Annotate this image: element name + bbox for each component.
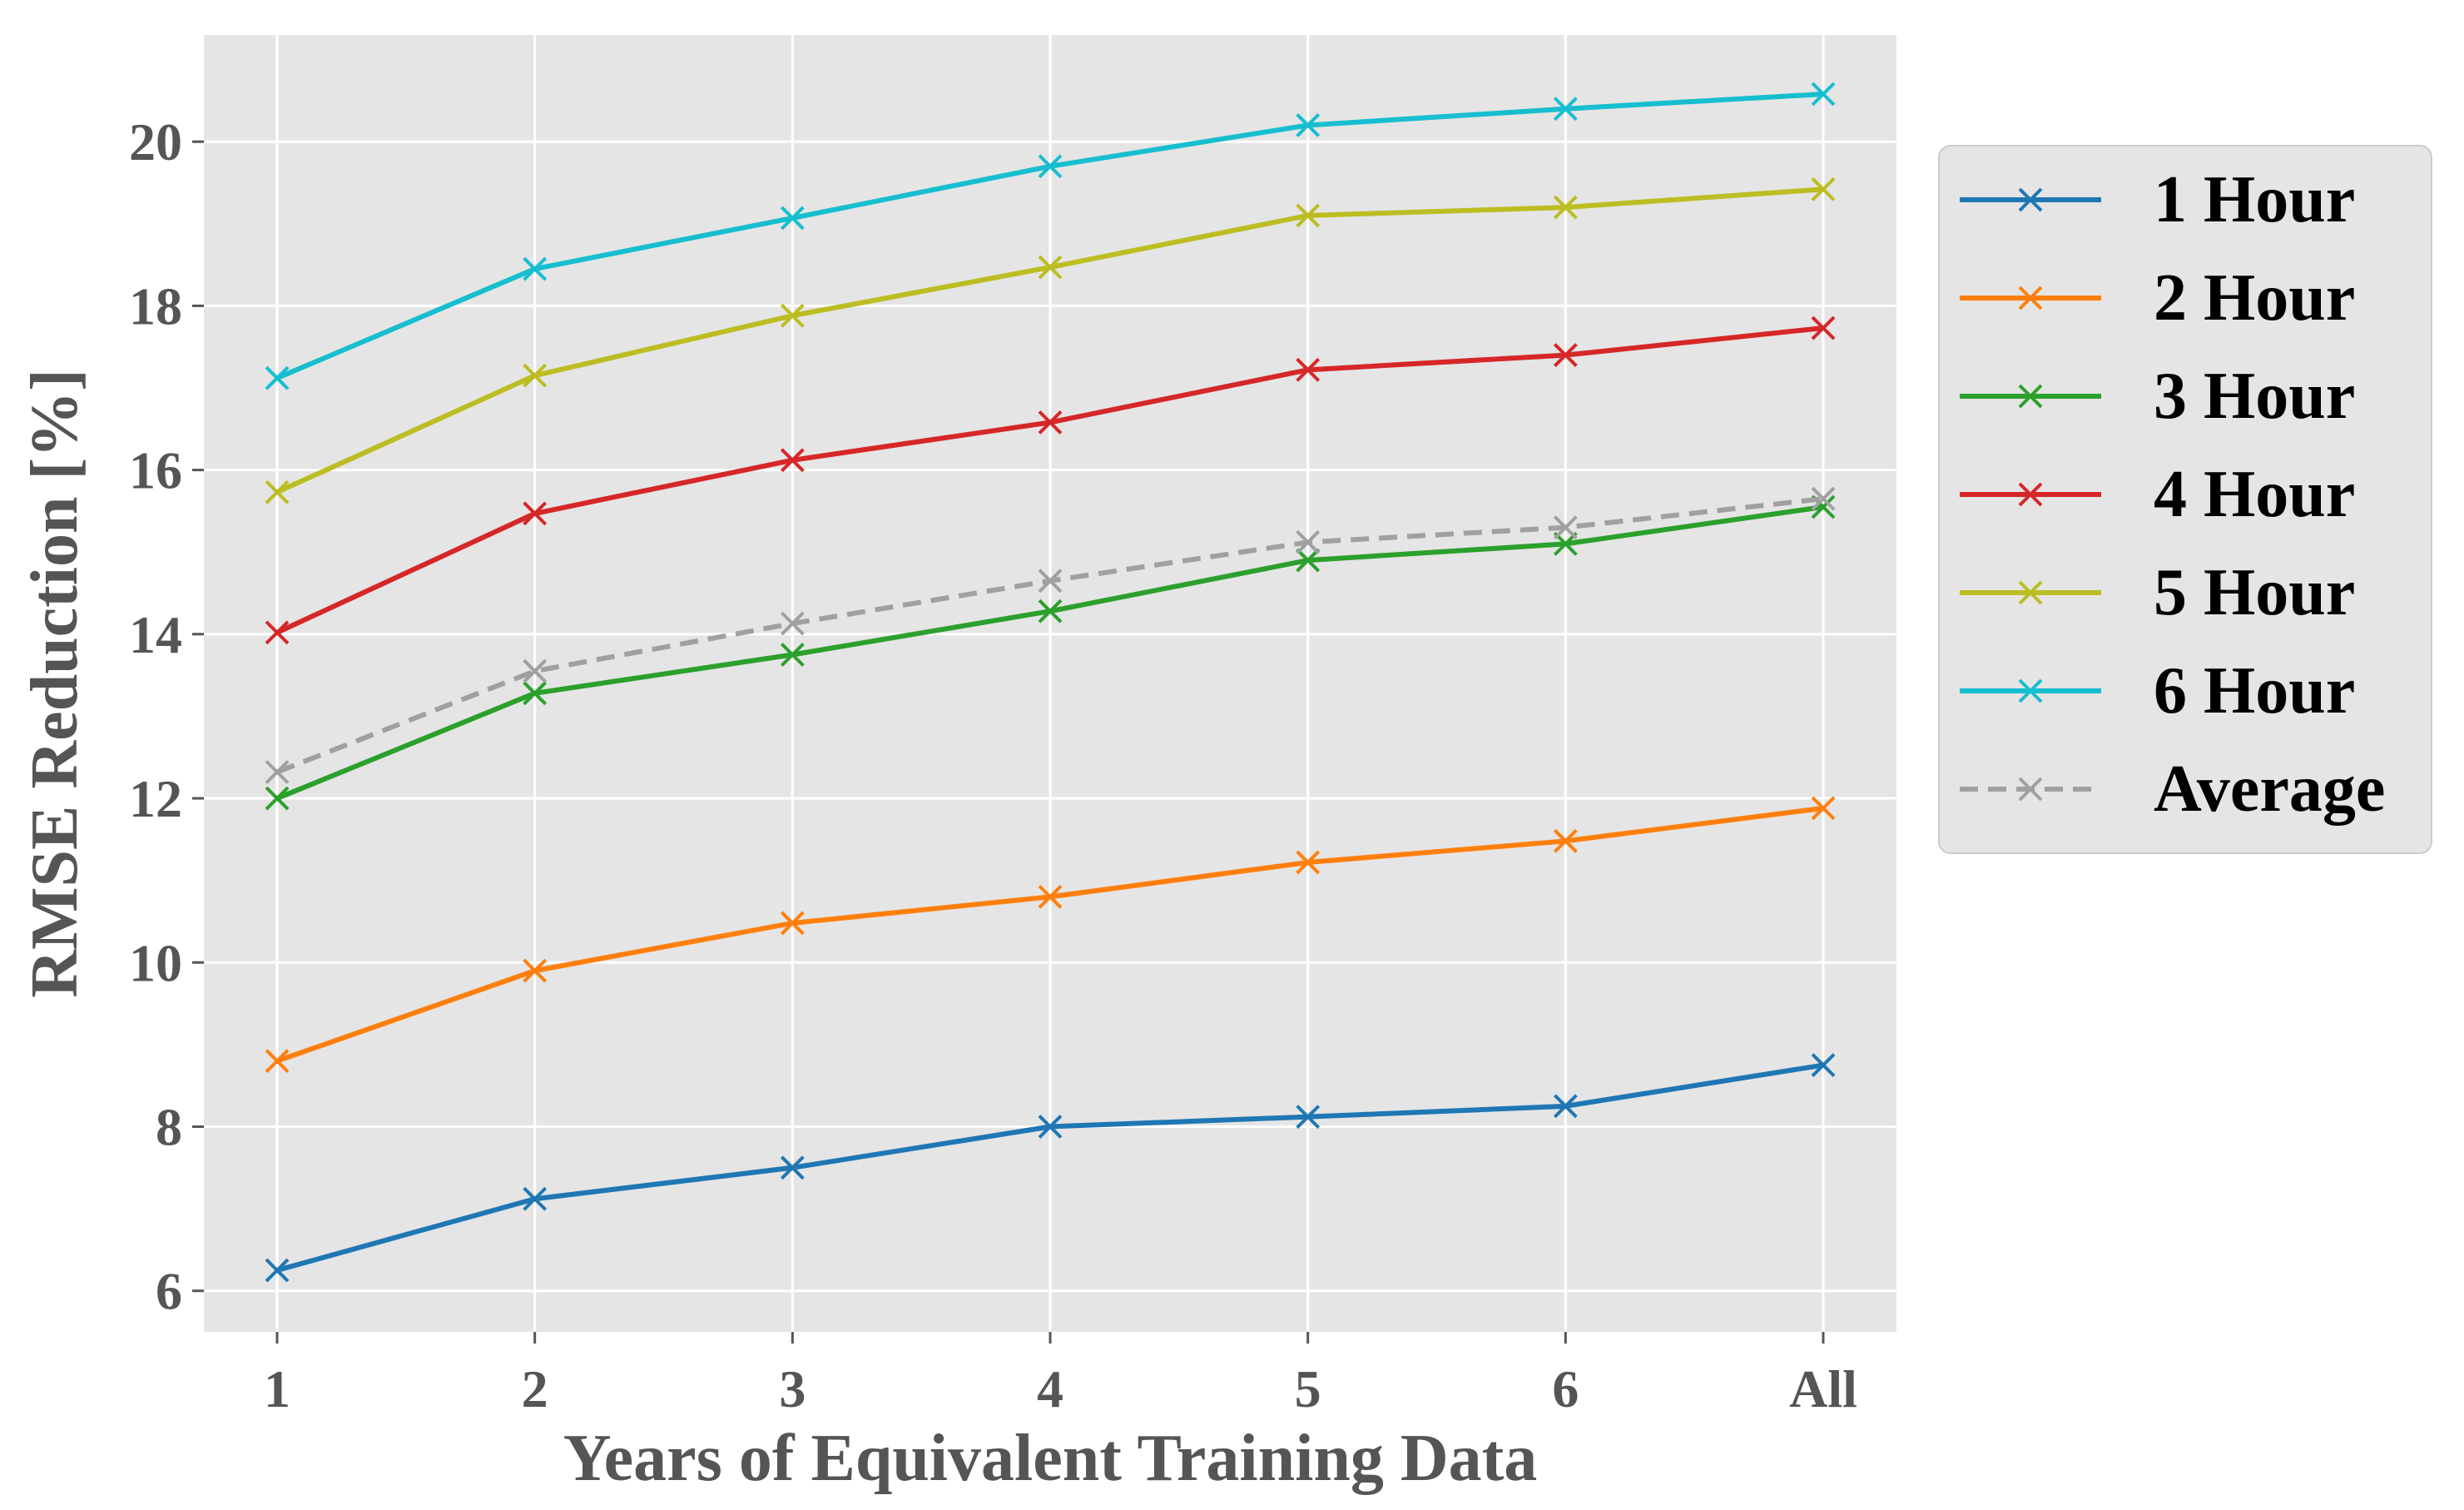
- legend-marker-3-hour: [2018, 384, 2043, 409]
- x-axis-label: Years of Equivalent Training Data: [563, 1422, 1537, 1495]
- x-tick-label: All: [1789, 1359, 1857, 1418]
- data-point-marker: [780, 911, 805, 936]
- data-point-marker: [780, 206, 805, 231]
- data-point-marker: [265, 786, 290, 811]
- data-point-marker: [780, 448, 805, 473]
- data-point-marker: [523, 256, 548, 281]
- legend-box: [1938, 145, 2432, 854]
- data-point-marker: [265, 620, 290, 645]
- data-point-marker: [265, 1049, 290, 1074]
- data-point-marker: [265, 760, 290, 784]
- series-2-hour: [265, 796, 1836, 1074]
- y-tick-labels: 6 8 10 12 14 16 18 20: [129, 112, 204, 1321]
- data-point-marker: [1296, 1105, 1321, 1130]
- data-point-marker: [1038, 884, 1063, 909]
- legend-item-2-hour: 2 Hour: [1960, 261, 2355, 335]
- data-point-marker: [1811, 176, 1836, 201]
- x-tick-label: 1: [264, 1359, 290, 1418]
- legend-label-average: Average: [2154, 753, 2385, 826]
- y-tick-label: 8: [156, 1097, 182, 1156]
- data-point-marker: [1038, 410, 1063, 435]
- data-point-marker: [1811, 82, 1836, 107]
- data-point-marker: [1553, 343, 1578, 367]
- series-5-hour: [265, 176, 1836, 504]
- y-tick-label: 18: [129, 276, 182, 335]
- data-point-marker: [265, 479, 290, 504]
- data-point-marker: [523, 1186, 548, 1211]
- legend-label-5-hour: 5 Hour: [2154, 556, 2355, 629]
- data-point-marker: [1038, 1115, 1063, 1139]
- data-point-marker: [265, 1258, 290, 1283]
- y-tick-label: 10: [129, 933, 182, 992]
- legend-marker-1-hour: [2018, 187, 2043, 212]
- x-tick-labels: 1 2 3 4 5 6 All: [264, 1332, 1857, 1418]
- legend-label-6-hour: 6 Hour: [2154, 654, 2355, 728]
- data-point-marker: [1553, 195, 1578, 220]
- x-tick-label: 4: [1037, 1359, 1063, 1418]
- data-point-marker: [523, 501, 548, 526]
- legend-marker-5-hour: [2018, 580, 2043, 605]
- legend-label-4-hour: 4 Hour: [2154, 458, 2355, 531]
- data-point-marker: [780, 303, 805, 328]
- data-point-marker: [780, 611, 805, 636]
- legend-item-3-hour: 3 Hour: [1960, 360, 2355, 433]
- series-average: [265, 486, 1836, 784]
- x-tick-label: 2: [522, 1359, 548, 1418]
- legend-item-5-hour: 5 Hour: [1960, 556, 2355, 629]
- data-point-marker: [1038, 255, 1063, 280]
- legend-marker-4-hour: [2018, 482, 2043, 507]
- data-point-marker: [1811, 1053, 1836, 1077]
- data-point-marker: [265, 365, 290, 390]
- y-axis-label: RMSE Reduction [%]: [18, 369, 92, 998]
- data-point-marker: [523, 658, 548, 683]
- data-point-marker: [1296, 113, 1321, 137]
- data-point-marker: [1553, 97, 1578, 122]
- legend-label-2-hour: 2 Hour: [2154, 261, 2355, 335]
- data-point-marker: [1553, 515, 1578, 540]
- series-1-hour: [265, 1053, 1836, 1283]
- legend-marker-2-hour: [2018, 286, 2043, 310]
- data-point-marker: [1038, 599, 1063, 623]
- data-point-marker: [1038, 154, 1063, 179]
- data-point-marker: [1553, 828, 1578, 853]
- y-tick-label: 12: [129, 769, 182, 828]
- series-group: [265, 82, 1836, 1283]
- data-point-marker: [1296, 203, 1321, 228]
- legend-item-4-hour: 4 Hour: [1960, 458, 2355, 531]
- legend-marker-6-hour: [2018, 678, 2043, 703]
- y-tick-label: 16: [129, 441, 182, 500]
- data-point-marker: [523, 363, 548, 388]
- x-tick-label: 6: [1552, 1359, 1579, 1418]
- legend: 1 Hour 2 Hour 3 Hour 4 Hour 5 Hour 6 Hour Aver…: [1938, 145, 2432, 854]
- legend-label-3-hour: 3 Hour: [2154, 360, 2355, 433]
- data-point-marker: [780, 1155, 805, 1180]
- data-point-marker: [1296, 357, 1321, 382]
- legend-marker-average: [2018, 777, 2043, 802]
- data-point-marker: [780, 643, 805, 667]
- data-point-marker: [1811, 486, 1836, 511]
- data-point-marker: [1811, 796, 1836, 821]
- legend-item-average: Average: [1960, 753, 2385, 826]
- data-point-marker: [1553, 1094, 1578, 1119]
- series-6-hour: [265, 82, 1836, 390]
- y-tick-label: 14: [129, 605, 182, 664]
- data-point-marker: [1296, 850, 1321, 875]
- legend-item-6-hour: 6 Hour: [1960, 654, 2355, 728]
- series-4-hour: [265, 315, 1836, 645]
- data-point-marker: [1296, 548, 1321, 573]
- grid-lines: [204, 35, 1896, 1332]
- data-point-marker: [1038, 569, 1063, 594]
- data-point-marker: [523, 958, 548, 983]
- data-point-marker: [523, 681, 548, 706]
- x-tick-label: 5: [1295, 1359, 1321, 1418]
- data-point-marker: [1296, 529, 1321, 554]
- x-tick-label: 3: [779, 1359, 806, 1418]
- y-tick-label: 6: [156, 1262, 182, 1321]
- data-point-marker: [1811, 315, 1836, 340]
- y-tick-label: 20: [129, 112, 182, 171]
- legend-item-1-hour: 1 Hour: [1960, 163, 2355, 236]
- legend-label-1-hour: 1 Hour: [2154, 163, 2355, 236]
